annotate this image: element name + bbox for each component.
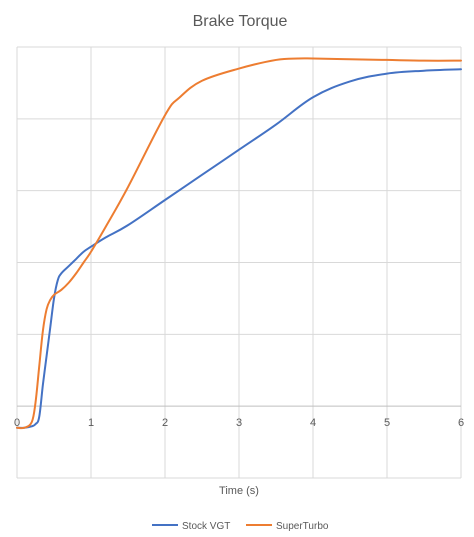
x-tick-label-1: 1 [88,417,94,429]
legend: Stock VGT SuperTurbo [152,521,329,532]
legend-label-superturbo: SuperTurbo [276,521,329,532]
x-tick-label-4: 4 [310,417,316,429]
series-layer [16,57,462,430]
x-axis-title: Time (s) [219,485,259,497]
x-tick-label-0: 0 [14,417,20,429]
x-tick-label-6: 6 [458,417,464,429]
x-tick-label-5: 5 [384,417,390,429]
chart-title: Brake Torque [193,13,288,30]
x-tick-label-2: 2 [162,417,168,429]
x-tick-label-3: 3 [236,417,242,429]
legend-label-stock-vgt: Stock VGT [182,521,230,532]
tick-layer: 0 1 2 3 4 5 6 [14,417,464,429]
grid-layer [16,46,462,479]
series-line-superturbo [16,57,462,430]
series-line-stock-vgt [16,68,462,429]
